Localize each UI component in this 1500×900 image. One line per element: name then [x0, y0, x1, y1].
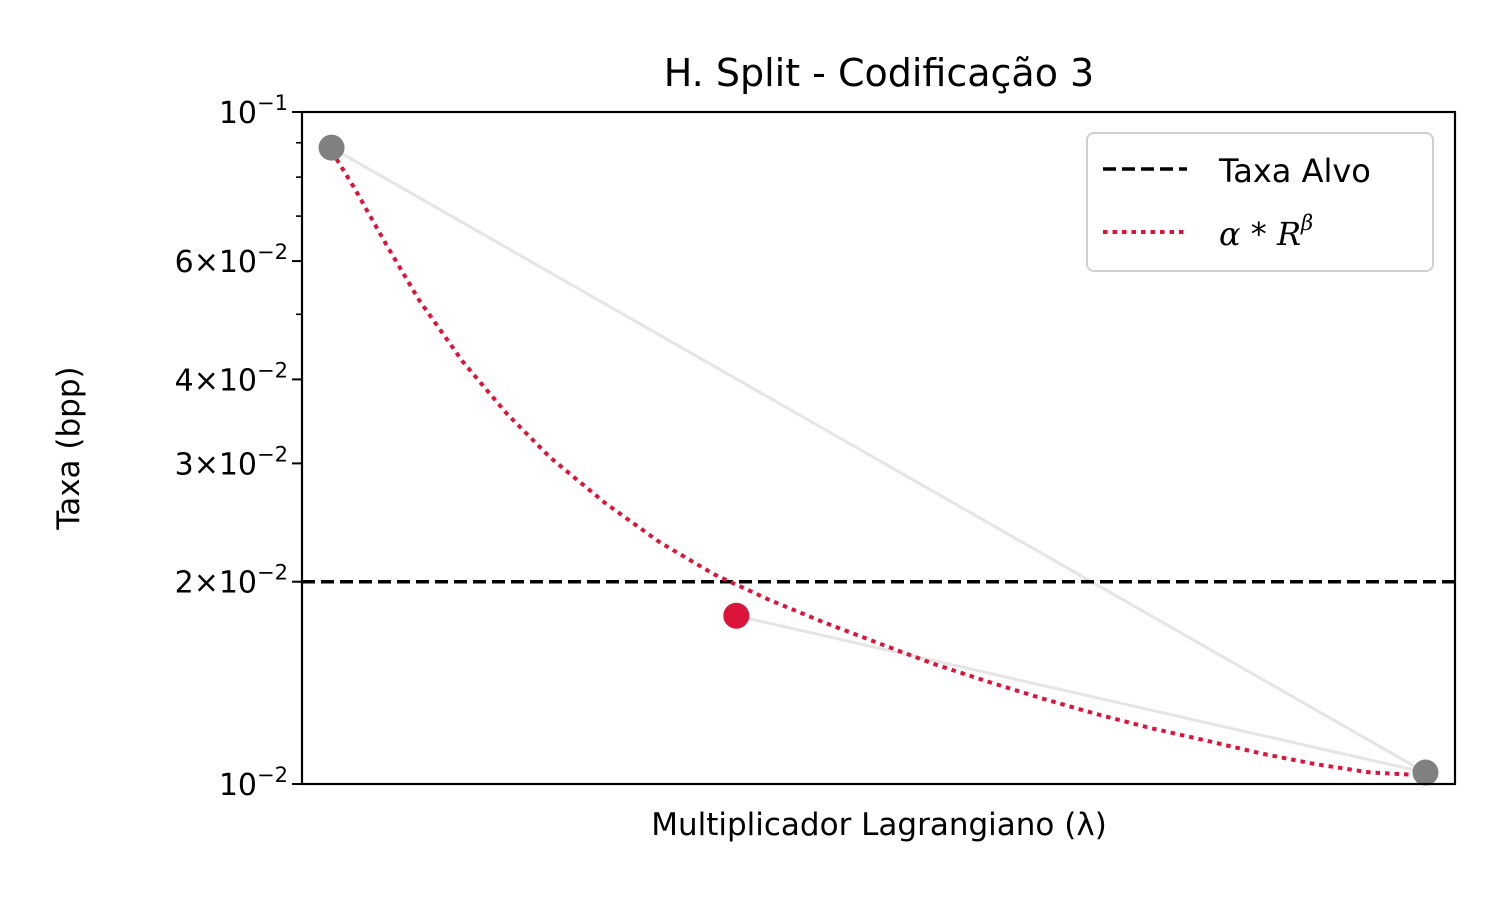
y-axis: 10−1 6×10−2 4×10−2 3×10−2 2×10−2 10−2 — [175, 91, 302, 803]
y-tick-label: 3×10−2 — [175, 442, 288, 482]
legend: Taxa Alvo α * Rβ — [1086, 132, 1434, 272]
data-point-2 — [723, 602, 750, 629]
legend-base: R — [1276, 215, 1301, 253]
data-point-1 — [318, 134, 345, 161]
legend-op: * — [1241, 215, 1277, 253]
x-axis-label: Multiplicador Lagrangiano (λ) — [651, 807, 1107, 843]
y-tick-label: 2×10−2 — [175, 561, 288, 601]
plot-area — [300, 110, 1457, 786]
y-tick-label: 6×10−2 — [175, 240, 288, 280]
legend-label-fit-curve: α * Rβ — [1219, 211, 1313, 253]
legend-label-taxa-alvo: Taxa Alvo — [1218, 152, 1371, 190]
plot-frame — [300, 110, 1457, 786]
legend-exp: β — [1300, 211, 1313, 235]
legend-box — [1086, 132, 1434, 272]
y-tick-label: 4×10−2 — [175, 358, 288, 398]
y-tick-label: 10−1 — [219, 91, 288, 131]
y-tick-label: 10−2 — [219, 763, 288, 803]
legend-alpha: α — [1219, 215, 1241, 253]
y-axis-label: Taxa (bpp) — [51, 366, 87, 530]
chart-title: H. Split - Codificação 3 — [664, 51, 1094, 95]
data-point-3 — [1412, 759, 1439, 786]
